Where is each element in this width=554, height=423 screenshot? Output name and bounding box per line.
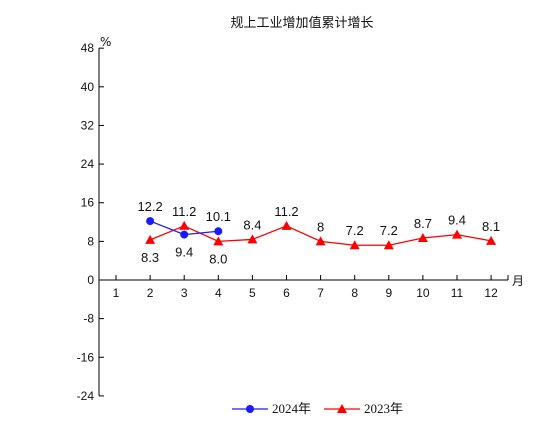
series-2023-data-label: 8.4 (243, 217, 261, 232)
y-tick-label: -16 (77, 350, 95, 364)
series-layer (145, 217, 497, 250)
y-tick-label: 32 (81, 118, 95, 132)
series-2023-data-label: 9.4 (448, 213, 466, 228)
y-tick-label: -8 (83, 312, 94, 326)
legend-2024-label: 2024年 (272, 401, 311, 416)
series-2023-point (247, 234, 258, 244)
series-2023-point (315, 236, 326, 246)
series-2023-data-label: 8.7 (414, 216, 432, 231)
x-tick-label: 10 (416, 286, 430, 300)
series-2024-data-label: 10.1 (206, 209, 231, 224)
data-labels: 8.3 11.2 8.0 8.4 11.2 8 7.2 7.2 8.7 9.4 8.1 12.2 9.4… (137, 199, 500, 266)
series-2024 (146, 217, 223, 239)
series-2023-point (452, 229, 462, 239)
series-2023-point (281, 220, 292, 230)
y-axis-unit: % (100, 35, 111, 49)
y-tick-label: -24 (77, 389, 95, 403)
x-tick-label: 11 (451, 286, 464, 300)
series-2023-data-label: 8.3 (141, 250, 159, 265)
series-2023-point (145, 234, 156, 244)
series-2023-point (486, 235, 497, 245)
series-2023-point (213, 236, 224, 246)
x-tick-label: 8 (351, 286, 358, 300)
x-tick-label: 1 (113, 286, 120, 300)
x-axis-unit: 月 (512, 274, 524, 288)
x-tick-label: 3 (181, 286, 188, 300)
series-2023-data-label: 11.2 (274, 204, 298, 219)
series-2024-point (214, 227, 223, 236)
series-2023-point (383, 240, 394, 250)
series-2023-data-label: 11.2 (172, 204, 196, 219)
y-tick-label: 0 (87, 273, 94, 287)
series-2024-point (146, 217, 155, 226)
legend-2023-label: 2023年 (364, 401, 403, 416)
series-2023-data-label: 8.1 (482, 219, 500, 234)
series-2023-point (417, 232, 428, 242)
y-tick-label: 16 (81, 196, 95, 210)
series-2023-data-label: 7.2 (380, 223, 398, 238)
legend-2023-marker (337, 404, 347, 413)
series-2023 (145, 220, 497, 250)
series-2023-point (349, 240, 360, 250)
y-tick-label: 40 (81, 80, 95, 94)
x-tick-label: 5 (249, 286, 256, 300)
series-2023-data-label: 7.2 (346, 223, 364, 238)
series-2023-data-label: 8 (317, 219, 324, 234)
y-tick-label: 8 (87, 234, 94, 248)
legend: 2024年 2023年 (232, 401, 403, 416)
x-tick-label: 6 (283, 286, 290, 300)
series-2023-data-label: 8.0 (209, 251, 227, 266)
series-2024-data-label: 12.2 (137, 199, 162, 214)
legend-2024-marker (246, 405, 254, 413)
chart-title: 规上工业增加值累计增长 (230, 15, 373, 31)
y-tick-label: 24 (81, 157, 95, 171)
legend-2023: 2023年 (324, 401, 403, 416)
legend-2024: 2024年 (232, 401, 311, 416)
x-tick-label: 7 (317, 286, 324, 300)
series-2024-data-label: 9.4 (175, 245, 193, 260)
x-tick-label: 12 (484, 286, 498, 300)
x-tick-label: 4 (215, 286, 222, 300)
y-tick-label: 48 (81, 41, 95, 55)
x-tick-label: 9 (385, 286, 392, 300)
series-2024-point (180, 230, 189, 239)
x-tick-label: 2 (147, 286, 154, 300)
series-2023-point (179, 220, 190, 230)
